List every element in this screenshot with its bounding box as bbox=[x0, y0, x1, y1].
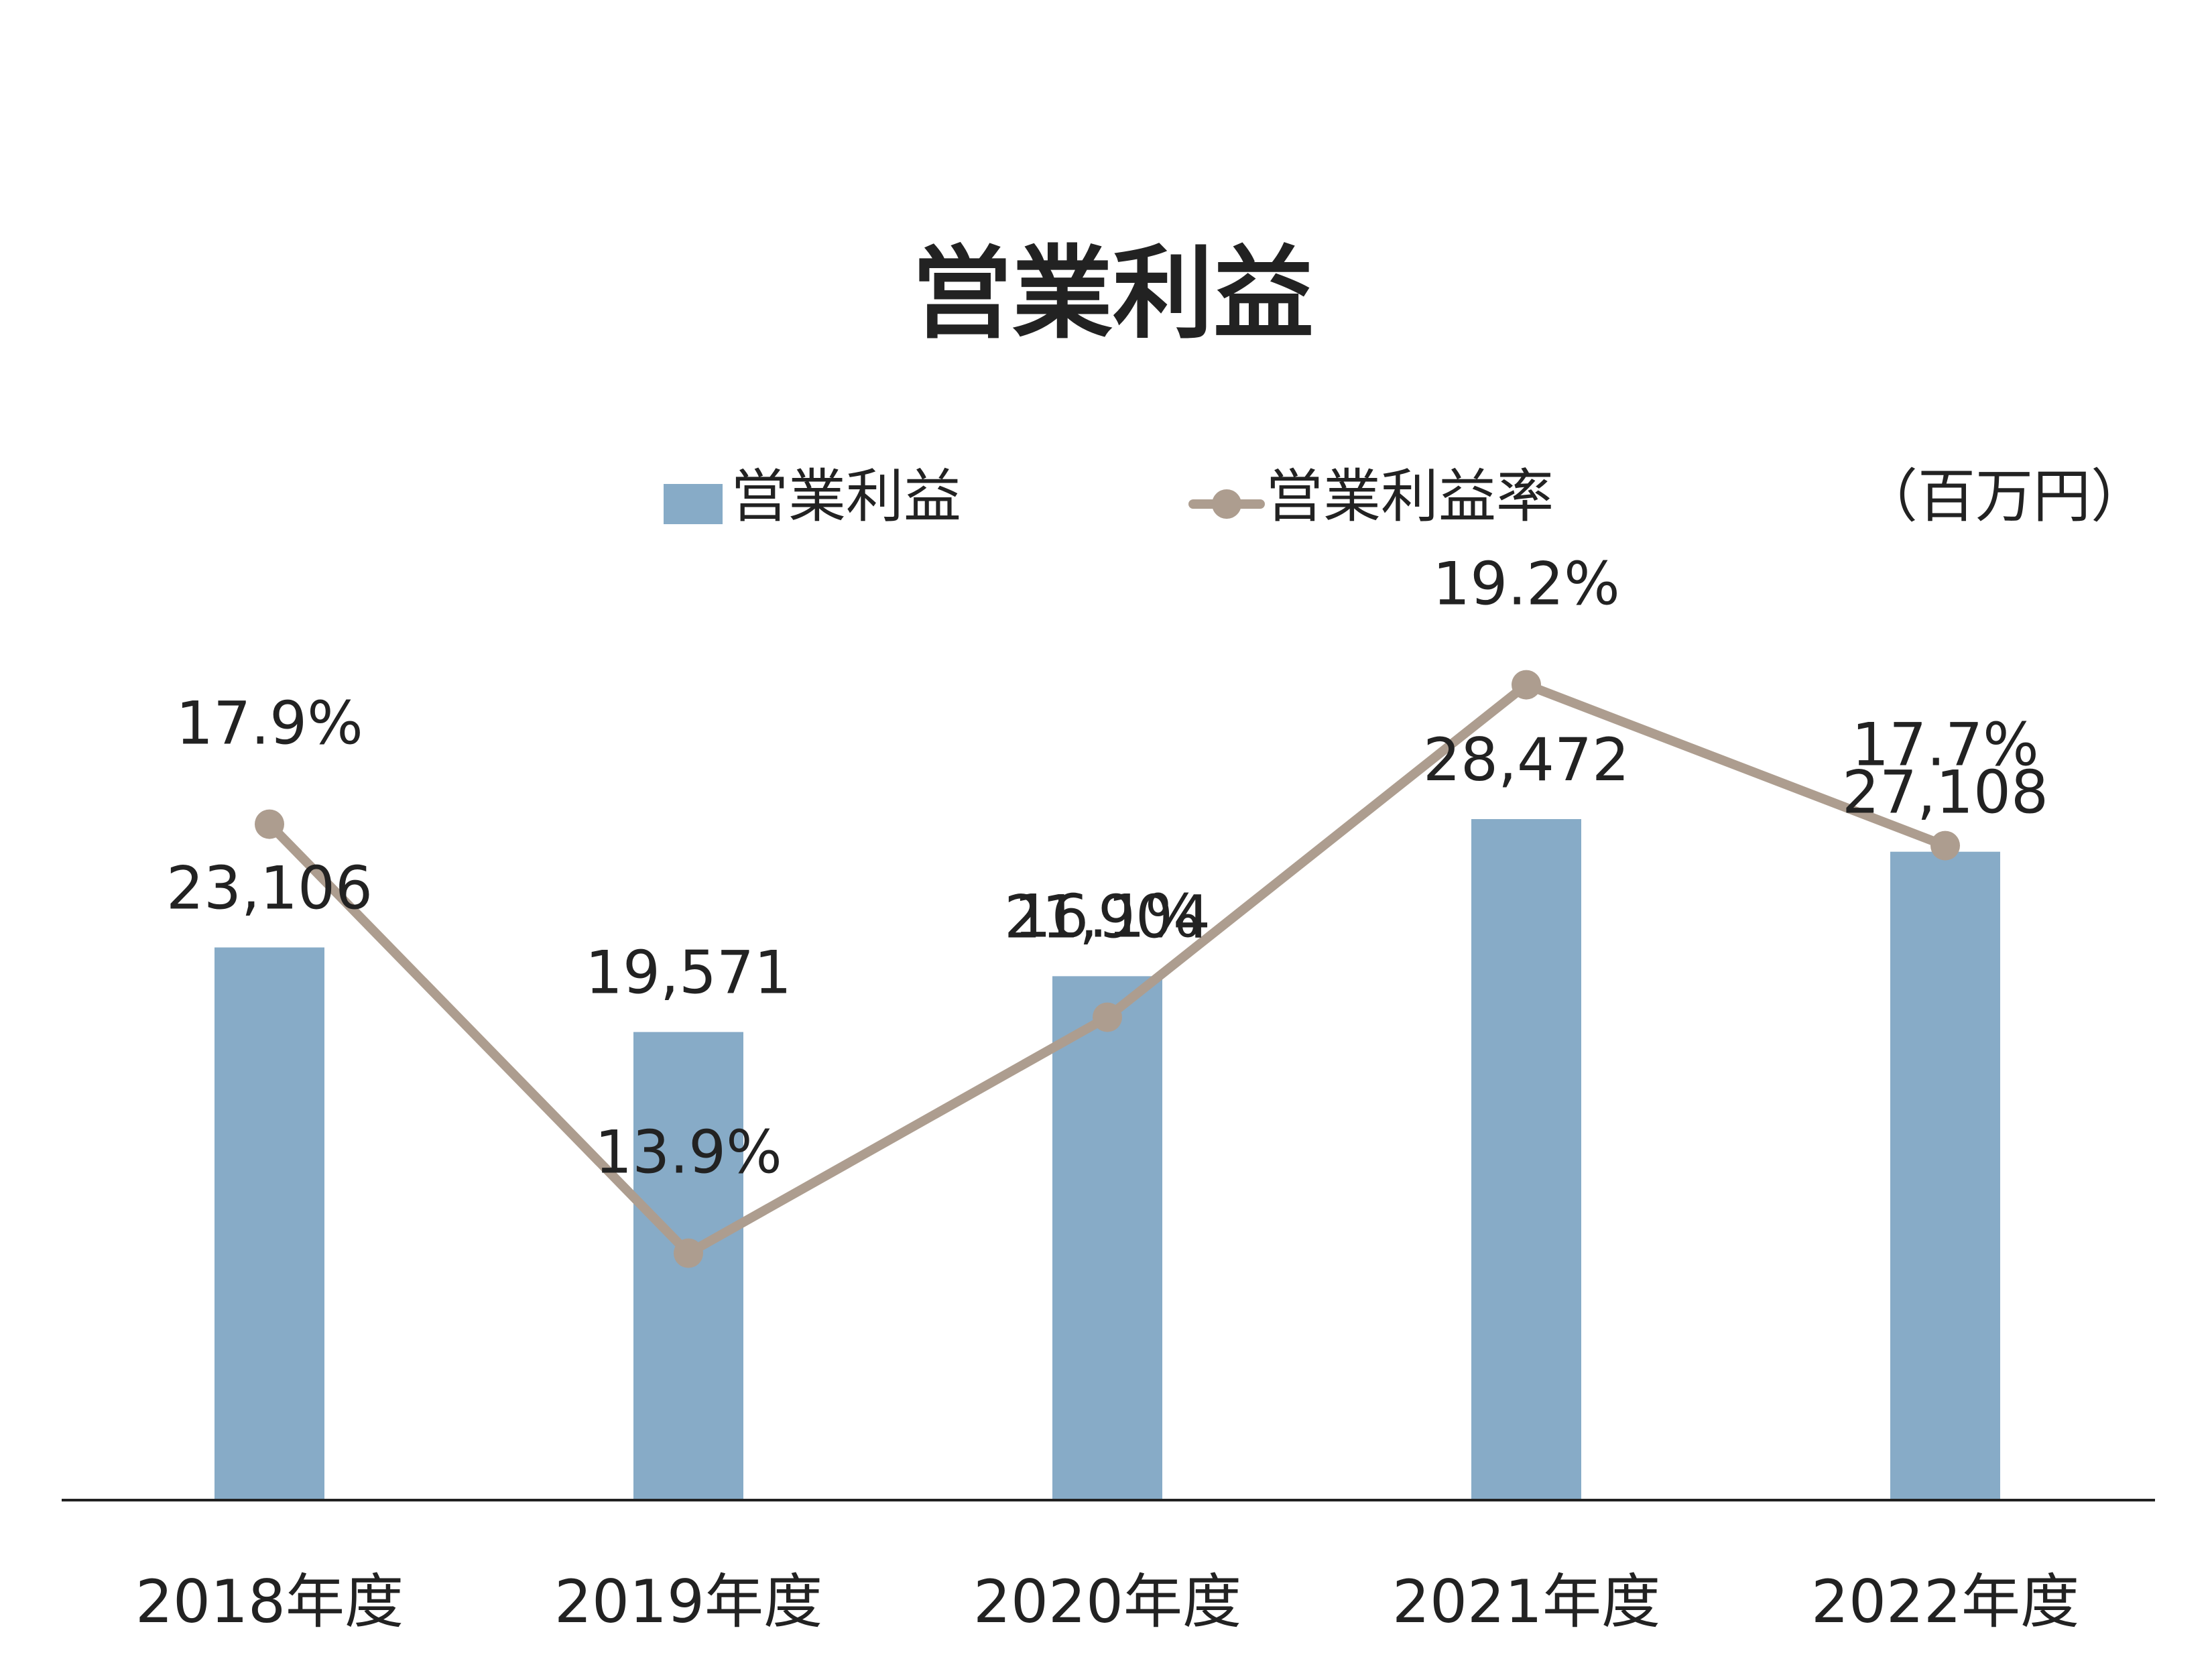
bar-value-label: 27,108 bbox=[1842, 758, 2048, 827]
line-point bbox=[674, 1238, 703, 1268]
legend-line-label: 営業利益率 bbox=[1266, 463, 1554, 530]
chart-title: 営業利益 bbox=[912, 236, 1314, 353]
x-axis-ticks: 2018年度 2019年度 2020年度 2021年度 2022年度 bbox=[135, 1567, 2079, 1636]
bar-value-label: 23,106 bbox=[166, 853, 373, 922]
line-point bbox=[1930, 830, 1960, 861]
bar bbox=[214, 947, 324, 1500]
unit-label: （百万円） bbox=[1860, 463, 2148, 530]
bar-series bbox=[214, 819, 2000, 1500]
legend-bar-label: 営業利益 bbox=[731, 463, 961, 530]
bar bbox=[1052, 976, 1162, 1500]
x-tick-label: 2021年度 bbox=[1392, 1567, 1660, 1636]
line-point bbox=[255, 809, 284, 839]
bar bbox=[1890, 851, 2000, 1500]
line-value-label: 16.1% bbox=[1013, 882, 1201, 951]
line-value-label: 17.9% bbox=[176, 689, 363, 758]
x-tick-label: 2018年度 bbox=[135, 1567, 404, 1636]
bar-value-label: 21,904 bbox=[1004, 882, 1211, 951]
line-point bbox=[1093, 1002, 1122, 1032]
bar-value-label: 19,571 bbox=[585, 938, 792, 1007]
legend-line-marker bbox=[1212, 489, 1241, 519]
bar bbox=[1471, 819, 1581, 1500]
line-value-label: 13.9% bbox=[595, 1118, 782, 1187]
line-value-label: 19.2% bbox=[1432, 550, 1620, 619]
line-point bbox=[1512, 670, 1541, 700]
bar-value-label: 28,472 bbox=[1423, 725, 1630, 794]
legend-bar-swatch bbox=[664, 484, 723, 524]
line-value-label: 17.7% bbox=[1851, 711, 2039, 780]
line-series bbox=[255, 670, 1960, 1268]
x-tick-label: 2022年度 bbox=[1811, 1567, 2079, 1636]
x-tick-label: 2020年度 bbox=[973, 1567, 1241, 1636]
x-tick-label: 2019年度 bbox=[554, 1567, 822, 1636]
legend: 営業利益 営業利益率 bbox=[664, 463, 1554, 530]
data-labels: 23,106 19,571 21,904 28,472 27,108 17.9% 13.9%… bbox=[166, 550, 2048, 1187]
